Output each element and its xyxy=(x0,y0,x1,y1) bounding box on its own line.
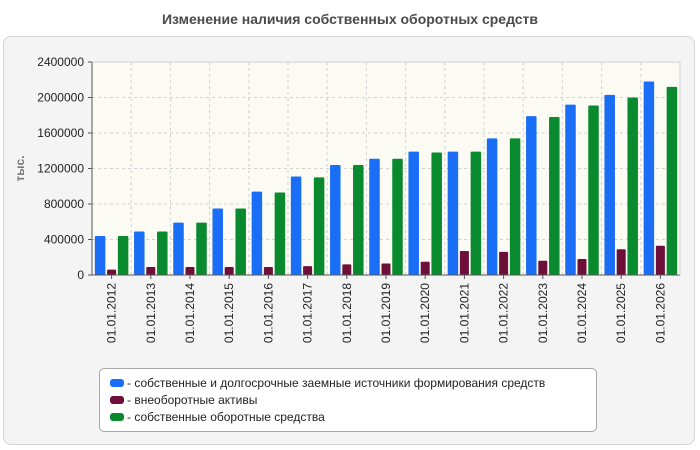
bar-sources xyxy=(526,116,537,275)
x-tick-label: 01.01.2018 xyxy=(340,283,354,343)
chart-title: Изменение наличия собственных оборотных … xyxy=(161,11,539,27)
legend-label-sources: - собственные и долгосрочные заемные ист… xyxy=(127,375,546,390)
x-tick-label: 01.01.2024 xyxy=(575,283,589,343)
bar-sources xyxy=(486,138,498,275)
bar-sources xyxy=(134,231,145,275)
x-tick-label: 01.01.2021 xyxy=(457,283,471,343)
x-tick-label: 01.01.2023 xyxy=(536,283,550,343)
y-tick-label: 1600000 xyxy=(37,126,84,140)
bar-noncurrent-assets xyxy=(342,264,352,275)
bar-working-capital xyxy=(549,117,560,276)
bar-sources xyxy=(369,158,380,275)
bar-noncurrent-assets xyxy=(420,261,430,275)
bar-noncurrent-assets xyxy=(146,267,156,275)
bar-working-capital xyxy=(588,105,599,275)
bar-working-capital xyxy=(117,235,129,275)
bar-working-capital xyxy=(666,86,678,275)
bar-working-capital xyxy=(235,208,246,275)
x-tick-label: 01.01.2025 xyxy=(614,283,628,343)
legend-item-working-capital: - собственные оборотные средства xyxy=(110,408,596,425)
x-tick-label: 01.01.2022 xyxy=(497,283,511,343)
bar-working-capital xyxy=(431,152,442,275)
y-tick-label: 2000000 xyxy=(37,91,84,105)
bar-noncurrent-assets xyxy=(185,267,195,275)
legend-item-noncurrent-assets: - внеоборотные активы xyxy=(110,391,596,408)
bar-sources xyxy=(447,151,459,275)
chart-legend: - собственные и долгосрочные заемные ист… xyxy=(99,368,597,432)
bar-sources xyxy=(643,81,655,276)
bar-noncurrent-assets xyxy=(459,251,469,275)
bar-noncurrent-assets xyxy=(577,259,587,275)
bar-working-capital xyxy=(392,158,403,275)
bar-sources xyxy=(251,191,263,275)
bar-noncurrent-assets xyxy=(381,263,391,275)
bar-sources xyxy=(408,151,419,275)
y-axis-label: тыс. xyxy=(13,155,27,181)
bar-noncurrent-assets xyxy=(499,251,509,275)
x-tick-label: 01.01.2016 xyxy=(261,283,275,343)
bar-sources xyxy=(565,104,576,275)
bar-sources xyxy=(604,94,615,276)
y-tick-label: 2400000 xyxy=(37,55,84,69)
bar-sources xyxy=(330,164,341,275)
bar-working-capital xyxy=(627,97,638,275)
x-tick-label: 01.01.2015 xyxy=(222,283,236,343)
x-tick-label: 01.01.2019 xyxy=(379,283,393,343)
bar-working-capital xyxy=(470,151,482,275)
bar-noncurrent-assets xyxy=(616,249,626,275)
bar-noncurrent-assets xyxy=(655,245,665,275)
bar-working-capital xyxy=(353,164,364,275)
bar-sources xyxy=(94,235,106,275)
bar-working-capital xyxy=(313,177,325,275)
x-tick-label: 01.01.2012 xyxy=(105,283,119,343)
legend-swatch-working-capital xyxy=(110,412,124,421)
bar-sources xyxy=(212,208,223,275)
legend-swatch-noncurrent-assets xyxy=(110,395,124,404)
x-tick-label: 01.01.2026 xyxy=(653,283,667,343)
legend-label-working-capital: - собственные оборотные средства xyxy=(127,409,325,424)
bar-working-capital xyxy=(509,138,521,275)
y-tick-label: 800000 xyxy=(44,197,84,211)
bar-sources xyxy=(173,222,184,275)
bar-noncurrent-assets xyxy=(224,267,234,275)
bar-sources xyxy=(290,176,302,275)
y-tick-label: 0 xyxy=(77,268,84,282)
x-tick-label: 01.01.2020 xyxy=(418,283,432,343)
bar-noncurrent-assets xyxy=(538,260,548,275)
bar-working-capital xyxy=(196,222,207,275)
bar-working-capital xyxy=(274,192,286,275)
x-tick-label: 01.01.2013 xyxy=(144,283,158,343)
y-tick-label: 400000 xyxy=(44,233,84,247)
bar-noncurrent-assets xyxy=(303,266,313,275)
bar-noncurrent-assets xyxy=(107,269,117,275)
bar-noncurrent-assets xyxy=(263,267,273,275)
bar-working-capital xyxy=(157,231,168,275)
legend-swatch-sources xyxy=(110,378,124,387)
legend-label-noncurrent-assets: - внеоборотные активы xyxy=(127,392,258,407)
x-tick-label: 01.01.2017 xyxy=(301,283,315,343)
legend-item-sources: - собственные и долгосрочные заемные ист… xyxy=(110,374,596,391)
y-tick-label: 1200000 xyxy=(37,162,84,176)
x-tick-label: 01.01.2014 xyxy=(183,283,197,343)
